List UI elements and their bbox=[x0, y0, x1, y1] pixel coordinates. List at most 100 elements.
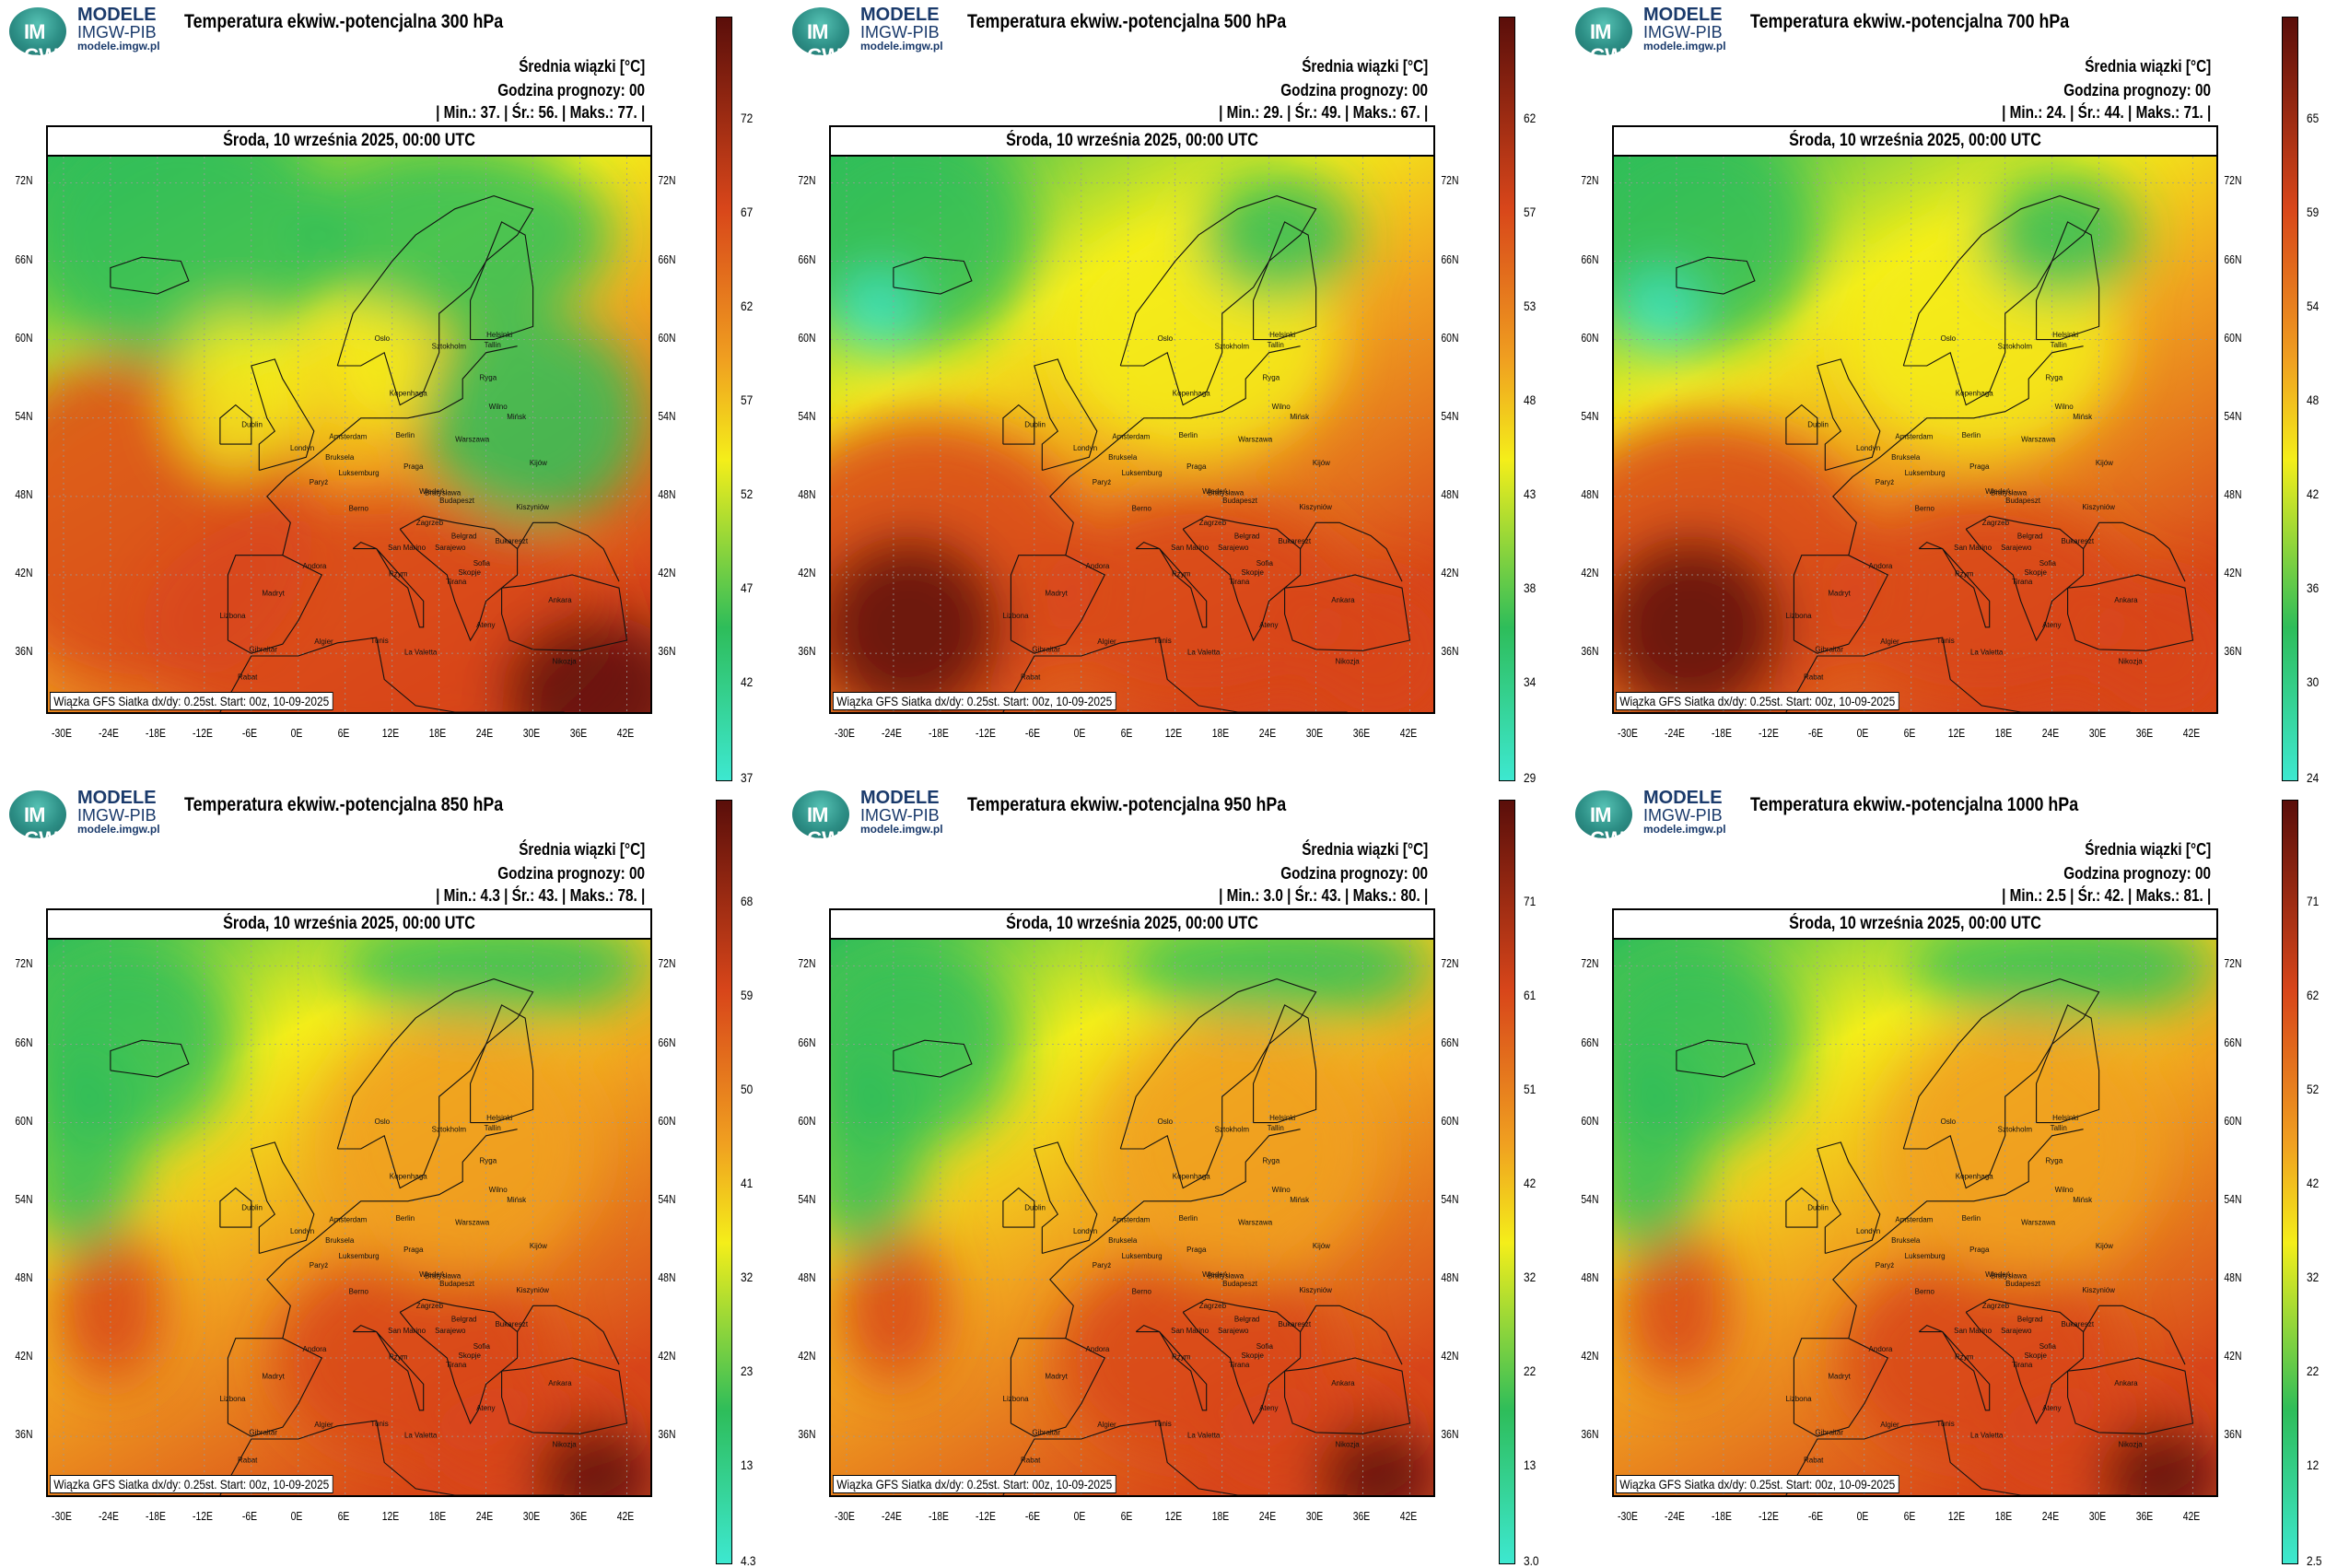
city-label: Tallin bbox=[485, 1124, 501, 1132]
model-footer: Wiązka GFS Siatka dx/dy: 0.25st. Start: … bbox=[50, 1475, 333, 1493]
city-label: Sofia bbox=[2039, 1342, 2057, 1351]
city-label: Oslo bbox=[375, 1117, 391, 1126]
lon-label: 42E bbox=[2182, 1509, 2200, 1523]
city-label: Nikozja bbox=[2118, 1441, 2143, 1449]
lat-label-right: 60N bbox=[2224, 330, 2242, 345]
brand-org: IMGW-PIB bbox=[1643, 806, 1723, 825]
lat-label-right: 72N bbox=[2224, 956, 2242, 971]
forecast-hour: Godzina prognozy: 00 bbox=[497, 864, 645, 883]
city-label: Ryga bbox=[2045, 1157, 2063, 1165]
coastline bbox=[1182, 1298, 1302, 1425]
coastline bbox=[1002, 1420, 1348, 1495]
field-blob bbox=[313, 1018, 596, 1280]
colorbar-tick: 32 bbox=[2307, 1270, 2320, 1284]
coastline bbox=[893, 1039, 973, 1078]
panel-title: Temperatura ekwiw.-potencjalna 500 hPa bbox=[967, 11, 1287, 32]
colorbar-tick: 59 bbox=[2307, 205, 2320, 219]
coastline bbox=[517, 1305, 620, 1365]
city-label: Rabat bbox=[1804, 673, 1824, 682]
city-label: La Valetta bbox=[404, 649, 438, 657]
unit-label: Średnia wiązki [°C] bbox=[2084, 57, 2211, 76]
lat-label-left: 48N bbox=[798, 486, 816, 501]
lat-label-right: 54N bbox=[658, 408, 676, 423]
field-blob bbox=[172, 313, 298, 471]
colorbar-tick: 4.3 bbox=[741, 1553, 756, 1568]
forecast-hour: Godzina prognozy: 00 bbox=[497, 81, 645, 99]
city-label: Dublin bbox=[241, 421, 263, 429]
lat-label-left: 72N bbox=[1581, 173, 1599, 188]
lat-label-right: 48N bbox=[2224, 486, 2242, 501]
lat-label-right: 42N bbox=[1441, 1349, 1459, 1363]
lon-label: -6E bbox=[241, 1509, 257, 1523]
city-label: Budapeszt bbox=[439, 497, 475, 505]
lat-label-left: 60N bbox=[1581, 1113, 1599, 1128]
city-label: Amsterdam bbox=[329, 432, 367, 440]
lat-label-left: 48N bbox=[1581, 1270, 1599, 1284]
city-label: Belgrad bbox=[2017, 1315, 2043, 1323]
coastline bbox=[1832, 1129, 2084, 1339]
city-label: Sztokholm bbox=[1215, 1126, 1250, 1134]
city-label: Sarajewo bbox=[435, 544, 466, 552]
city-label: Tirana bbox=[2012, 578, 2033, 586]
city-label: Luksemburg bbox=[1122, 1252, 1163, 1260]
city-label: Zagrzeb bbox=[416, 519, 444, 527]
city-label: Bukareszt bbox=[495, 1320, 528, 1328]
map-frame: Środa, 10 września 2025, 00:00 UTC Oslo Sz… bbox=[46, 908, 652, 1497]
model-footer: Wiązka GFS Siatka dx/dy: 0.25st. Start: … bbox=[833, 1475, 1116, 1493]
lon-label: -30E bbox=[834, 726, 855, 740]
colorbar-tick: 32 bbox=[1524, 1270, 1537, 1284]
colorbar-tick: 34 bbox=[1524, 674, 1537, 689]
coastline bbox=[227, 555, 323, 654]
city-label: Tirana bbox=[446, 1361, 467, 1369]
forecast-date: Środa, 10 września 2025, 00:00 UTC bbox=[1006, 914, 1258, 933]
city-label: Rabat bbox=[238, 673, 258, 682]
colorbar-tick: 37 bbox=[741, 770, 754, 785]
lat-label-right: 72N bbox=[1441, 173, 1459, 188]
lon-label: -30E bbox=[834, 1509, 855, 1523]
lat-label-left: 48N bbox=[15, 486, 33, 501]
date-bar: Środa, 10 września 2025, 00:00 UTC bbox=[48, 910, 650, 940]
city-label: Tunis bbox=[370, 1420, 388, 1428]
coastline bbox=[266, 1129, 518, 1339]
city-label: Bruksela bbox=[1891, 453, 1921, 462]
city-label: Sofia bbox=[1256, 559, 1274, 568]
city-label: Kijów bbox=[530, 1242, 547, 1250]
city-label: Kopenhaga bbox=[390, 390, 427, 398]
colorbar-tick: 59 bbox=[741, 988, 754, 1002]
lon-label: -6E bbox=[1024, 726, 1040, 740]
city-label: Nikozja bbox=[1335, 1441, 1360, 1449]
city-label: Bukareszt bbox=[2061, 537, 2094, 545]
city-label: Tunis bbox=[370, 637, 388, 645]
lat-label-right: 48N bbox=[658, 486, 676, 501]
city-label: Andora bbox=[1086, 562, 1110, 570]
field-blobs bbox=[1614, 157, 2216, 712]
city-label: Ryga bbox=[1262, 1157, 1280, 1165]
city-label: La Valetta bbox=[1187, 649, 1221, 657]
coastline bbox=[1965, 1298, 2085, 1425]
lon-label: -6E bbox=[1807, 1509, 1823, 1523]
field-blob bbox=[831, 535, 1003, 712]
coastline bbox=[1010, 1338, 1106, 1437]
city-label: Praga bbox=[403, 462, 424, 471]
lat-label-left: 36N bbox=[798, 644, 816, 659]
coastline bbox=[251, 358, 315, 472]
lon-label: -24E bbox=[881, 1509, 902, 1523]
city-label: Gibraltar bbox=[249, 646, 277, 654]
colorbar-tick: 50 bbox=[741, 1082, 754, 1096]
brand-url: modele.imgw.pl bbox=[1643, 40, 1726, 53]
brand-url: modele.imgw.pl bbox=[1643, 823, 1726, 836]
coastline bbox=[1010, 555, 1106, 654]
colorbar bbox=[1499, 800, 1515, 1564]
city-label: Praga bbox=[403, 1246, 424, 1254]
city-label: Kiszyniów bbox=[516, 1286, 549, 1294]
city-label: Berlin bbox=[1962, 1214, 1981, 1223]
city-label: Ateny bbox=[476, 1404, 495, 1412]
colorbar-tick: 22 bbox=[2307, 1363, 2320, 1378]
field-blob bbox=[1614, 535, 1786, 712]
city-label: Gibraltar bbox=[1815, 1429, 1843, 1437]
coastline bbox=[1676, 256, 1756, 295]
field-blob bbox=[1879, 1018, 2162, 1280]
city-label: Kiszyniów bbox=[1299, 503, 1332, 511]
city-label: Berlin bbox=[1179, 431, 1198, 439]
city-label: Algier bbox=[314, 638, 333, 646]
